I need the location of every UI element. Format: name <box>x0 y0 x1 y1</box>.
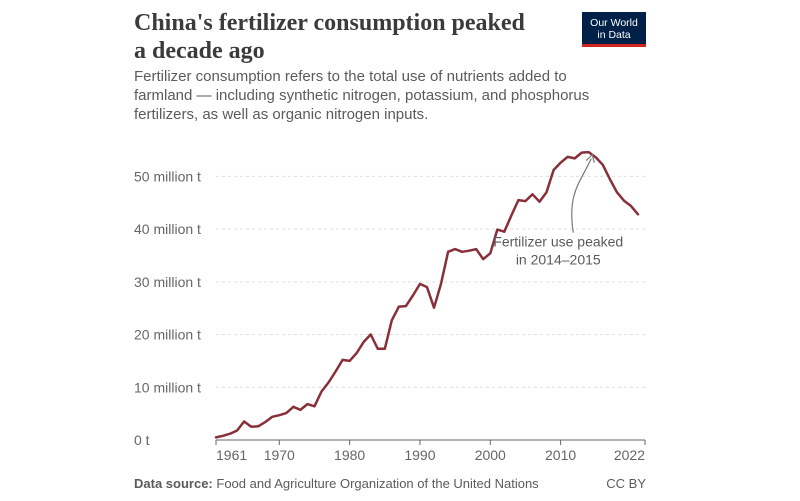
y-tick-label: 20 million t <box>134 327 201 343</box>
y-tick-label: 10 million t <box>134 379 201 395</box>
subtitle-line-3: fertilizers, as well as organic nitrogen… <box>134 106 429 123</box>
logo-accent-bar <box>582 44 646 47</box>
chart-title-line-1: China's fertilizer consumption peaked <box>134 10 525 36</box>
y-tick-label: 30 million t <box>134 274 201 290</box>
x-tick-label: 1980 <box>334 447 365 463</box>
x-tick-label: 1961 <box>216 447 247 463</box>
x-tick-label: 1970 <box>264 447 295 463</box>
chart-subtitle: Fertilizer consumption refers to the tot… <box>134 67 634 124</box>
chart-title-line-2: a decade ago <box>134 38 265 64</box>
x-tick-label: 2022 <box>614 447 645 463</box>
annotation-arrowhead <box>585 153 595 163</box>
chart-title: China's fertilizer consumption peaked a … <box>134 9 574 65</box>
annotation-text-line-1: Fertilizer use peaked <box>493 234 623 250</box>
annotation-text-line-2: in 2014–2015 <box>516 252 601 268</box>
license-link[interactable]: CC BY <box>606 476 646 491</box>
subtitle-line-2: farmland — including synthetic nitrogen,… <box>134 87 590 104</box>
owid-logo[interactable]: Our World in Data <box>582 12 646 47</box>
subtitle-line-1: Fertilizer consumption refers to the tot… <box>134 68 567 85</box>
series-line-china <box>214 150 640 439</box>
y-tick-label: 50 million t <box>134 168 201 184</box>
source-text[interactable]: Food and Agriculture Organization of the… <box>216 476 539 491</box>
logo-line-2: in Data <box>597 29 631 41</box>
chart-footer: Data source: Food and Agriculture Organi… <box>134 476 646 491</box>
x-tick-label: 2000 <box>475 447 506 463</box>
x-tick-label: 2010 <box>545 447 576 463</box>
x-tick-label: 1990 <box>404 447 435 463</box>
logo-line-1: Our World <box>590 17 638 29</box>
annotation-arrow <box>571 158 592 233</box>
source-label: Data source: <box>134 476 213 491</box>
y-tick-label: 0 t <box>134 432 150 448</box>
y-tick-label: 40 million t <box>134 221 201 237</box>
